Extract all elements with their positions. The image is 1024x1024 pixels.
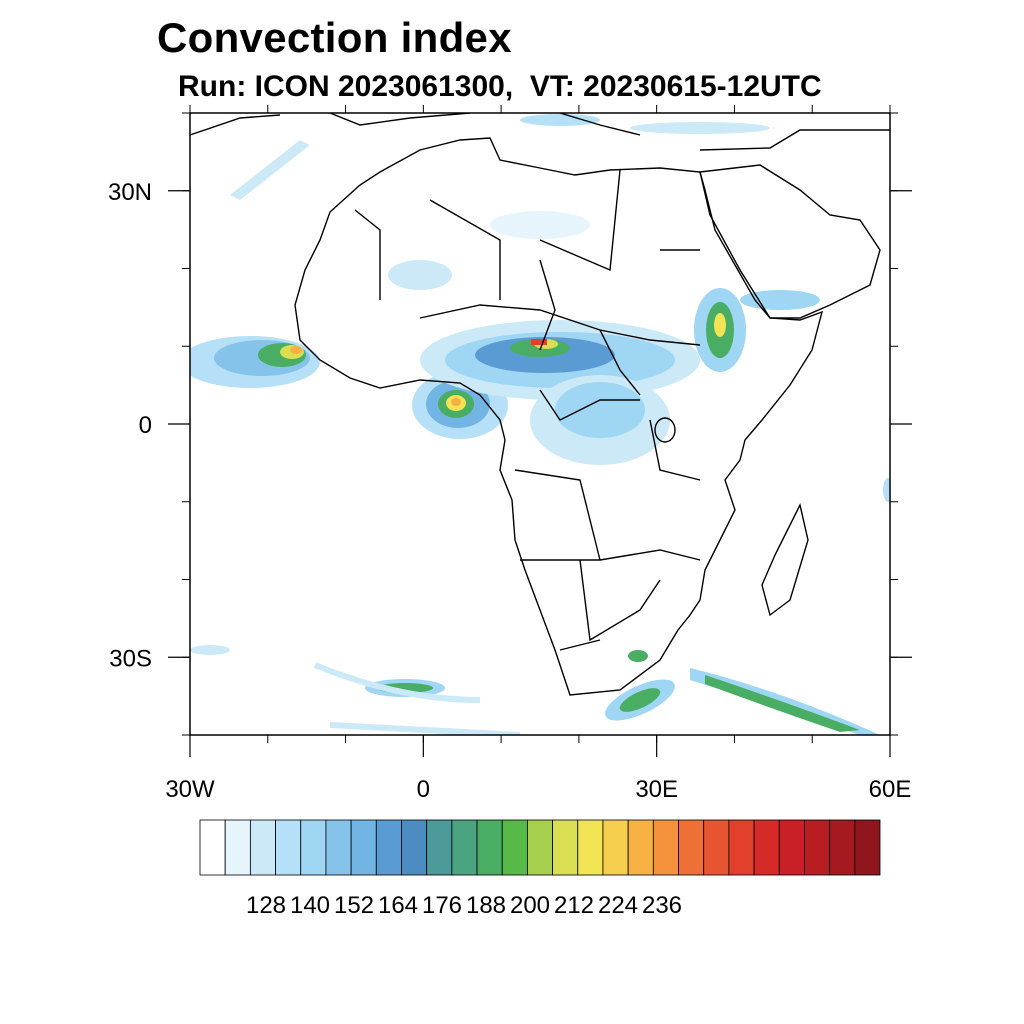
colorbar-label: 224: [598, 892, 638, 919]
field-blob: [690, 668, 880, 735]
field-blob: [705, 675, 860, 732]
y-tick-label: 0: [139, 412, 152, 439]
colorbar-swatch: [804, 819, 831, 876]
x-tick-label: 0: [417, 776, 430, 803]
x-tick-label: 30E: [635, 776, 678, 803]
field-blob: [329, 722, 521, 735]
colorbar-swatch: [703, 819, 730, 876]
field-blob: [313, 662, 481, 703]
convection-field: [190, 114, 890, 735]
colorbar-swatch: [678, 819, 705, 876]
colorbar-swatch: [527, 819, 553, 876]
colorbar-label: 164: [378, 892, 418, 919]
x-tick-label: 30W: [165, 776, 215, 803]
arabia: [699, 164, 881, 319]
chart-title: Convection index: [157, 14, 512, 61]
field-blob: [520, 114, 600, 126]
field-blob: [619, 688, 661, 712]
field-blob: [290, 346, 302, 354]
coastlines: [190, 113, 890, 696]
field-blob: [628, 650, 648, 662]
y-tick-label: 30N: [108, 179, 152, 206]
colorbar-swatch: [300, 819, 327, 876]
colorbar-swatch: [778, 819, 805, 876]
colorbar-swatch: [602, 819, 629, 876]
colorbar-swatch: [451, 819, 478, 876]
axis-ticks: 30W 0 30E 60E 30N 0 30S: [108, 105, 912, 803]
colorbar-swatch: [476, 819, 503, 876]
iberia: [190, 114, 281, 136]
field-blob: [230, 140, 310, 200]
colorbar-swatch: [275, 819, 302, 876]
field-blob: [531, 339, 547, 345]
field-blob: [451, 398, 461, 406]
colorbar-label: 200: [510, 892, 550, 919]
colorbar-label: 176: [422, 892, 462, 919]
colorbar-swatch: [652, 819, 679, 876]
madagascar: [761, 502, 809, 617]
field-blob: [490, 211, 590, 239]
africa-coastline: [294, 137, 824, 696]
colorbar-swatch: [325, 819, 352, 876]
field-blob: [555, 382, 645, 438]
colorbar-swatch: [753, 819, 780, 876]
colorbar-label: 236: [642, 892, 682, 919]
colorbar-swatch: [224, 819, 251, 876]
colorbar-label: 128: [246, 892, 286, 919]
europe-coast: [329, 113, 890, 151]
colorbar-label: 152: [334, 892, 374, 919]
colorbar-swatch: [728, 819, 755, 876]
field-blob: [630, 122, 770, 134]
x-tick-label: 60E: [869, 776, 912, 803]
border: [354, 169, 701, 651]
y-tick-label: 30S: [109, 645, 152, 672]
colorbar-swatch: [426, 819, 453, 876]
colorbar-swatch: [577, 819, 604, 876]
colorbar-swatch: [627, 819, 654, 876]
field-blob: [190, 645, 230, 655]
colorbar-swatch: [854, 819, 881, 876]
colorbar-label: 188: [466, 892, 506, 919]
colorbar-label: 140: [290, 892, 330, 919]
colorbar-swatch: [249, 819, 276, 876]
colorbar-swatch: [401, 819, 428, 876]
colorbar-label: 212: [554, 892, 594, 919]
field-blob: [740, 290, 820, 310]
colorbar-swatch: [829, 819, 856, 876]
field-blob: [883, 478, 890, 502]
colorbar-swatch: [199, 819, 226, 876]
lake-victoria: [654, 417, 676, 443]
colorbar-swatch: [375, 819, 402, 876]
colorbar: 128 140 152 164 176 188 200 212 224 236: [199, 819, 881, 919]
chart-subtitle: Run: ICON 2023061300, VT: 20230615-12UTC: [178, 70, 822, 103]
colorbar-swatch: [350, 819, 377, 876]
field-blob: [714, 313, 726, 337]
colorbar-swatch: [552, 819, 579, 876]
colorbar-swatch: [501, 819, 528, 876]
field-blob: [388, 260, 452, 290]
